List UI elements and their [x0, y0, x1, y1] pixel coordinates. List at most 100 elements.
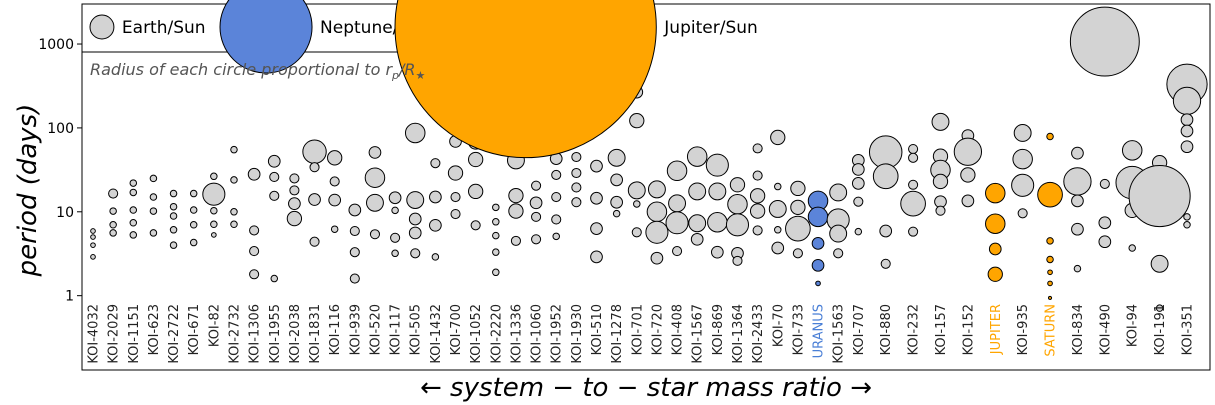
planet-point-koi-935-3 — [1017, 208, 1028, 219]
planet-point-koi-1336-2 — [508, 203, 524, 219]
planet-point-koi-623-1 — [149, 193, 158, 201]
planet-point-koi-1952-3 — [551, 214, 562, 225]
x-system-label: KOI-1432 — [429, 304, 444, 364]
planet-point-koi-880-3 — [880, 258, 891, 269]
planet-point-saturn-5 — [1047, 280, 1053, 287]
planet-point-koi-1278-0 — [607, 148, 626, 167]
planet-point-koi-351-5 — [1183, 213, 1191, 221]
planet-point-koi-1336-1 — [508, 187, 524, 204]
planet-point-koi-733-3 — [792, 248, 803, 259]
planet-point-koi-1060-2 — [531, 211, 542, 222]
planet-point-koi-505-2 — [408, 212, 422, 226]
planet-point-koi-880-1 — [872, 163, 899, 190]
x-system-label: KOI-733 — [791, 304, 806, 355]
x-axis-system-labels: KOI-4032 KOI-2029 KOI-1151 KOI-623 KOI-2722 K… — [87, 304, 1196, 364]
planet-point-koi-505-1 — [406, 191, 425, 210]
circle-size-annotation: Radius of each circle proportional to rp… — [90, 60, 426, 82]
x-system-label: KOI-2038 — [288, 304, 303, 364]
planet-point-saturn-6 — [1047, 295, 1053, 300]
x-system-label: KOI-4032 — [87, 304, 102, 364]
legend-marker — [89, 14, 115, 40]
planet-point-koi-1306-2 — [249, 246, 260, 257]
planet-point-koi-1060-3 — [531, 234, 542, 245]
planet-point-koi-935-2 — [1011, 173, 1035, 197]
planet-point-koi-1364-4 — [732, 255, 743, 266]
planet-point-koi-700-2 — [450, 191, 461, 203]
x-axis-label: ← system − to − star mass ratio → — [420, 373, 872, 403]
x-system-label: KOI-70 — [771, 304, 786, 347]
planet-point-koi-1151-2 — [129, 206, 138, 214]
legend-marker — [394, 0, 657, 159]
planet-point-koi-1955-2 — [269, 190, 280, 201]
planet-point-koi-2029-3 — [109, 229, 117, 237]
planet-point-koi-671-0 — [189, 189, 198, 198]
planet-point-jupiter-0 — [985, 182, 1006, 204]
planet-point-koi-2433-1 — [752, 170, 763, 181]
planet-point-koi-2029-1 — [109, 207, 117, 215]
planet-point-koi-1952-4 — [552, 232, 560, 241]
planet-point-koi-720-2 — [645, 220, 669, 244]
x-system-label: KOI-623 — [147, 304, 162, 355]
planet-point-koi-351-1 — [1172, 86, 1202, 116]
planet-point-koi-510-2 — [590, 222, 603, 235]
planet-point-koi-2722-1 — [169, 202, 178, 211]
planet-point-koi-351-6 — [1183, 221, 1191, 229]
planet-point-koi-707-3 — [853, 196, 864, 207]
planet-point-koi-2433-0 — [752, 143, 763, 154]
planet-point-koi-408-3 — [672, 246, 683, 257]
planet-point-koi-1432-2 — [429, 218, 442, 232]
planet-point-koi-939-3 — [349, 273, 360, 284]
planet-point-koi-834-2 — [1071, 194, 1084, 208]
planet-point-koi-1567-0 — [686, 146, 708, 167]
planet-point-koi-1563-3 — [833, 248, 844, 259]
planet-point-koi-70-2 — [768, 200, 787, 218]
planet-point-koi-505-3 — [408, 226, 422, 240]
planet-point-koi-116-1 — [329, 176, 340, 187]
planet-point-koi-2220-3 — [492, 248, 500, 256]
x-system-label: KOI-152 — [961, 304, 976, 355]
planet-point-koi-1052-1 — [468, 151, 484, 168]
planet-point-koi-671-3 — [189, 238, 198, 247]
planet-point-koi-1278-3 — [612, 209, 621, 218]
annotation-R: R — [404, 60, 415, 79]
annotation-r: r — [385, 60, 393, 79]
planet-point-koi-351-4 — [1180, 140, 1194, 154]
planet-point-koi-2220-4 — [492, 268, 500, 277]
planet-point-koi-707-4 — [854, 227, 863, 236]
planet-point-koi-1955-3 — [270, 274, 279, 283]
planet-point-koi-2433-4 — [752, 225, 763, 236]
planet-point-koi-720-0 — [647, 180, 666, 199]
planet-point-koi-707-2 — [851, 177, 865, 190]
annotation-p-subscript: p — [391, 69, 399, 82]
planet-point-koi-671-1 — [189, 206, 198, 214]
planet-point-koi-1955-1 — [269, 171, 280, 183]
planet-point-koi-1930-2 — [571, 182, 582, 193]
planet-point-saturn-3 — [1046, 255, 1054, 264]
x-system-label: KOI-1306 — [248, 304, 263, 364]
planet-point-koi-1831-3 — [309, 236, 320, 247]
x-system-label: KOI-2722 — [167, 304, 182, 364]
planet-point-koi-2433-3 — [749, 203, 766, 219]
x-system-label: KOI-1831 — [308, 304, 323, 364]
planet-point-koi-869-0 — [705, 153, 729, 177]
x-system-label: KOI-82 — [207, 304, 222, 347]
planet-point-koi-232-3 — [900, 190, 926, 217]
planet-point-koi-70-4 — [771, 241, 785, 255]
planet-point-koi-2732-3 — [230, 220, 238, 229]
x-system-label: KOI-1930 — [570, 304, 585, 364]
planet-point-uranus-4 — [815, 280, 821, 287]
x-system-label: KOI-2220 — [489, 304, 504, 364]
planet-point-jupiter-3 — [987, 266, 1003, 282]
planet-point-koi-232-4 — [908, 226, 919, 237]
planet-point-koi-70-1 — [774, 182, 782, 191]
x-system-label: KOI-1278 — [610, 304, 625, 364]
planet-point-koi-2722-2 — [169, 212, 178, 220]
planet-point-koi-1563-0 — [829, 183, 848, 202]
x-system-label: JUPITER — [989, 304, 1004, 355]
x-system-label: KOI-935 — [1016, 304, 1031, 355]
x-system-label: KOI-117 — [389, 304, 404, 355]
planet-point-saturn-2 — [1046, 237, 1054, 245]
planet-point-koi-1278-1 — [610, 173, 623, 187]
planet-point-koi-834-1 — [1063, 167, 1092, 196]
planet-point-koi-700-3 — [450, 208, 461, 220]
